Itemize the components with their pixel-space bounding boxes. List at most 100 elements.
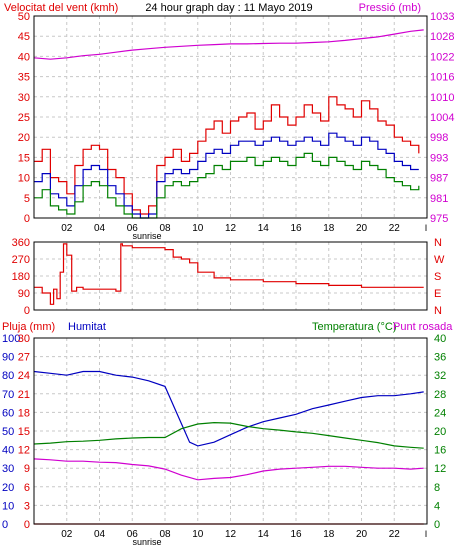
y-tick-label: 3 [24,500,30,512]
y-tick-label: 998 [430,132,448,144]
direction-degree-ticks: 360 270 180 90 0 [12,237,30,317]
x-tick-label: 04 [94,223,106,234]
y-tick-label: 12 [18,445,30,457]
dew_point-line [33,458,424,481]
y-tick-label: 45 [18,31,30,43]
humidity-axis-label: Humitat [68,321,106,333]
y-tick-label: 0 [24,519,30,531]
x-tick-label: 02 [61,529,73,540]
y-tick-label: 20 [2,482,14,494]
x-tick-label: 08 [159,529,171,540]
humidity-line [33,370,424,447]
x-tick-label: 04 [94,529,106,540]
y-tick-label: 5 [24,193,30,205]
y-tick-label: 981 [430,193,448,205]
y-tick-label: 1028 [430,31,454,43]
x-tick-label: 12 [225,529,237,540]
x-tick-end: I [425,529,428,539]
y-tick-label: 1004 [430,112,454,124]
temperature-axis-label: Temperatura (°C) [312,321,396,333]
y-tick-label: 987 [430,173,448,185]
y-tick-label: 1010 [430,92,454,104]
climate-panel-frame [33,337,428,525]
y-tick-label: 60 [2,407,14,419]
y-tick-label: 0 [2,519,8,531]
y-tick-label: 24 [18,370,30,382]
y-tick-label: 1022 [430,51,454,63]
y-tick-label: 30 [18,333,30,345]
y-tick-label: 50 [18,11,30,23]
y-tick-label: 90 [2,352,14,364]
y-tick-label: 21 [18,389,30,401]
x-tick-label: 02 [61,223,73,234]
wind-panel-frame [33,15,428,219]
y-tick-label: 8 [434,482,440,494]
y-tick-label: E [434,288,441,300]
direction-line [34,243,424,305]
pressure-line [33,29,424,60]
y-tick-label: N [434,237,442,249]
y-tick-label: 0 [24,213,30,225]
y-tick-label: 70 [2,389,14,401]
direction-panel-grid [34,242,427,310]
graph-title: 24 hour graph day : 11 Mayo 2019 [145,2,312,14]
direction-panel-frame [33,241,428,311]
y-tick-label: 32 [434,370,446,382]
y-tick-label: 30 [2,463,14,475]
direction-line [34,243,424,305]
climate-lines [33,370,424,525]
wind-axis-label: Velocitat del vent (kmh) [4,2,118,14]
wind-panel-grid [34,16,427,218]
climate-panel-grid [34,338,427,524]
y-tick-label: 360 [12,237,30,249]
y-tick-label: 10 [18,173,30,185]
y-tick-label: 40 [18,51,30,63]
wind_low-line [34,152,420,219]
y-tick-label: 18 [18,407,30,419]
x-tick-label: 18 [323,223,335,234]
y-tick-label: 975 [430,213,448,225]
wind-panel-x-ticks: 02 04 06 08 10 12 14 16 18 20 22 I [61,223,427,234]
wind_gust-line [34,96,420,215]
y-tick-label: 9 [24,463,30,475]
y-tick-label: 80 [2,370,14,382]
x-tick-label: 10 [192,529,204,540]
y-tick-label: 4 [434,500,440,512]
sunrise-label-2: sunrise [132,537,161,547]
y-tick-label: 24 [434,407,446,419]
wind_avg-line [34,132,419,219]
y-tick-label: 27 [18,352,30,364]
y-tick-label: N [434,305,442,317]
y-tick-label: 20 [434,426,446,438]
y-tick-label: 36 [434,352,446,364]
x-tick-label: 20 [356,529,368,540]
temperature-line [33,421,424,449]
y-tick-label: 10 [2,500,14,512]
y-tick-label: 50 [2,426,14,438]
y-tick-label: S [434,271,441,283]
y-tick-label: 993 [430,152,448,164]
x-tick-label: 08 [159,223,171,234]
x-tick-label: 22 [389,529,401,540]
pressure-ticks: 1033 1028 1022 1016 1010 1004 998 993 987 981 975 [430,11,454,225]
x-tick-label: 06 [127,529,139,540]
sunrise-label-1: sunrise [132,231,161,241]
x-tick-label: 18 [323,529,335,540]
y-tick-label: 35 [18,72,30,84]
x-tick-label: 10 [192,223,204,234]
x-tick-label: 06 [127,223,139,234]
y-tick-label: 30 [18,92,30,104]
climate-panel-x-ticks: 02 04 06 08 10 12 14 16 18 20 22 I [61,529,427,540]
wind-pressure-lines [33,29,424,219]
x-tick-label: 14 [258,529,270,540]
y-tick-label: 15 [18,152,30,164]
y-tick-label: 12 [434,463,446,475]
x-tick-label: 12 [225,223,237,234]
y-tick-label: W [434,254,445,266]
y-tick-label: 6 [24,482,30,494]
